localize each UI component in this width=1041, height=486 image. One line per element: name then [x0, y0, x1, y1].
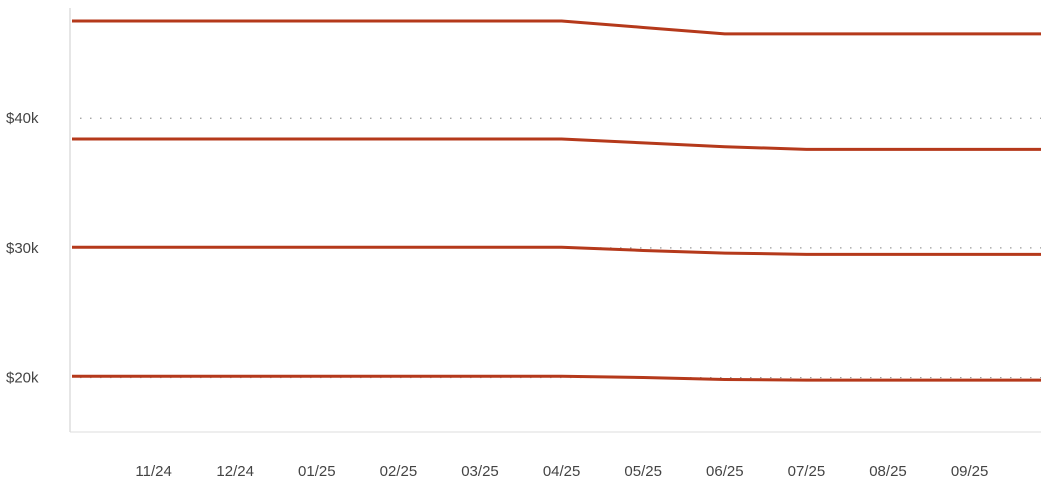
series-line	[72, 19, 1041, 36]
series-lines	[72, 19, 1041, 382]
x-tick-label: 02/25	[380, 463, 418, 480]
x-tick-label: 03/25	[461, 463, 499, 480]
x-tick-label: 04/25	[543, 463, 581, 480]
series-line	[72, 245, 1041, 256]
x-tick-label: 05/25	[624, 463, 662, 480]
x-tick-label: 06/25	[706, 463, 744, 480]
series-line	[72, 137, 1041, 151]
y-tick-label: $40k	[6, 110, 39, 127]
x-tick-label: 08/25	[869, 463, 907, 480]
x-tick-label: 11/24	[135, 463, 171, 480]
x-tick-label: 09/25	[951, 463, 989, 480]
x-tick-label: 12/24	[216, 463, 254, 480]
y-axis-tick-labels: $20k $30k $40k	[6, 110, 39, 386]
series-line	[72, 374, 1041, 382]
y-tick-label: $20k	[6, 370, 39, 387]
y-tick-label: $30k	[6, 240, 39, 257]
x-tick-label: 07/25	[788, 463, 826, 480]
x-axis-tick-labels: 11/24 12/24 01/25 02/25 03/25 04/25 05/25 06/25…	[135, 463, 988, 480]
x-tick-label: 01/25	[298, 463, 336, 480]
